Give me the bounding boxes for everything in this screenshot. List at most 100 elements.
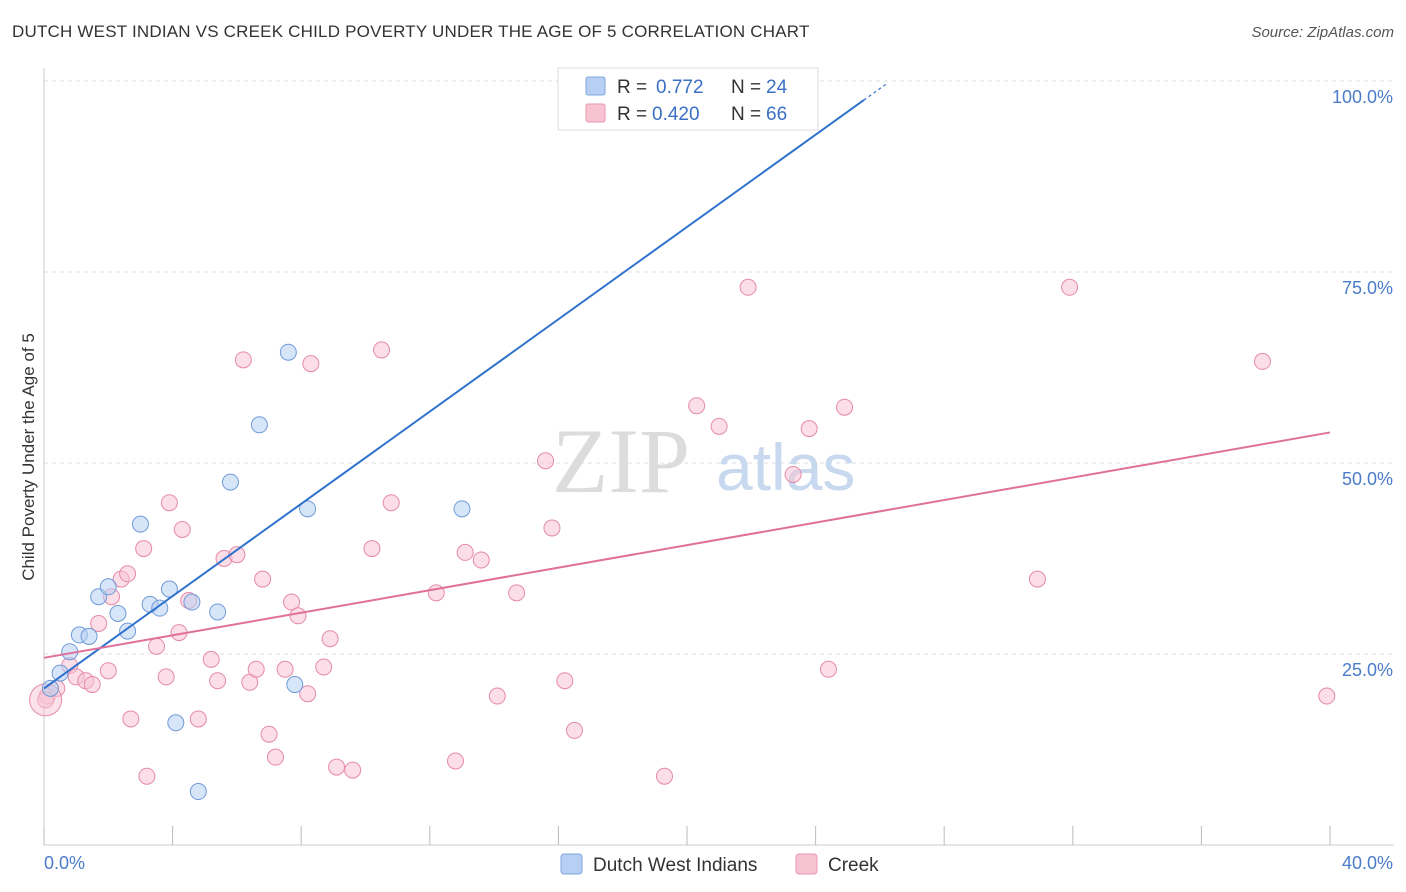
x-tick-label-max: 40.0% bbox=[1342, 853, 1393, 873]
creek-point bbox=[189, 710, 207, 728]
creek-point bbox=[119, 565, 137, 583]
dutch-west-indians-point bbox=[250, 416, 268, 434]
creek-point bbox=[83, 676, 101, 694]
dutch-west-indians-point bbox=[160, 580, 178, 598]
dutch-west-indians-point bbox=[279, 343, 297, 361]
legend-r-label-2: R = bbox=[617, 104, 647, 125]
creek-point bbox=[543, 519, 561, 537]
legend-r-value-2: 0.420 bbox=[652, 104, 700, 125]
creek-point bbox=[234, 351, 252, 369]
creek-point bbox=[160, 494, 178, 512]
y-tick-labels: 25.0% 50.0% 75.0% 100.0% bbox=[1332, 87, 1393, 680]
watermark-atlas: atlas bbox=[716, 430, 855, 504]
creek-point bbox=[508, 584, 526, 602]
creek-point bbox=[135, 540, 153, 558]
watermark-zip: ZIP bbox=[552, 410, 690, 512]
trend-line-dutch-west-indians-extension bbox=[863, 83, 887, 101]
legend-r-value-1: 0.772 bbox=[656, 77, 704, 98]
creek-point bbox=[447, 752, 465, 770]
creek-point bbox=[456, 543, 474, 561]
creek-point bbox=[289, 607, 307, 625]
legend-n-value-2: 66 bbox=[766, 104, 787, 125]
creek-point bbox=[382, 494, 400, 512]
creek-point bbox=[247, 660, 265, 678]
creek-point bbox=[283, 593, 301, 611]
y-axis-label: Child Poverty Under the Age of 5 bbox=[19, 333, 38, 581]
creek-point bbox=[363, 540, 381, 558]
trend-line-creek bbox=[43, 431, 1331, 659]
y-tick-label-75: 75.0% bbox=[1342, 278, 1393, 298]
creek-point bbox=[344, 761, 362, 779]
creek-point bbox=[321, 630, 339, 648]
creek-point bbox=[157, 668, 175, 686]
creek-point bbox=[556, 672, 574, 690]
x-tick-label-min: 0.0% bbox=[44, 853, 85, 873]
bottom-legend-label-dutch-west-indians: Dutch West Indians bbox=[593, 855, 757, 876]
creek-point bbox=[1061, 278, 1079, 296]
dutch-west-indians-point bbox=[183, 593, 201, 611]
creek-point bbox=[302, 355, 320, 373]
creek-point bbox=[819, 660, 837, 678]
dutch-west-indians-point bbox=[221, 473, 239, 491]
creek-point bbox=[148, 637, 166, 655]
creek-point bbox=[688, 397, 706, 415]
creek-point bbox=[99, 662, 117, 680]
dutch-west-indians-point bbox=[167, 714, 185, 732]
creek-point bbox=[710, 417, 728, 435]
creek-point bbox=[315, 658, 333, 676]
dutch-west-indians-point bbox=[119, 622, 137, 640]
creek-point bbox=[254, 570, 272, 588]
legend-n-value-1: 24 bbox=[766, 77, 788, 98]
dutch-west-indians-point bbox=[151, 599, 169, 617]
legend-r-label-1: R = bbox=[617, 77, 647, 98]
legend-n-label-1: N = bbox=[731, 77, 761, 98]
bottom-legend-label-creek: Creek bbox=[828, 855, 879, 876]
dutch-west-indians-point bbox=[131, 515, 149, 533]
creek-point bbox=[800, 420, 818, 438]
creek-point bbox=[276, 660, 294, 678]
watermark: ZIP atlas bbox=[552, 410, 855, 512]
dutch-west-indians-point bbox=[80, 627, 98, 645]
creek-point bbox=[472, 551, 490, 569]
creek-point bbox=[260, 725, 278, 743]
creek-point bbox=[173, 520, 191, 538]
legend-n-label-2: N = bbox=[731, 104, 761, 125]
dutch-west-indians-point bbox=[453, 500, 471, 518]
creek-point bbox=[1253, 352, 1271, 370]
dutch-west-indians-point bbox=[51, 664, 69, 682]
bottom-legend: Dutch West Indians Creek bbox=[560, 853, 879, 876]
trend-line-dutch-west-indians bbox=[43, 99, 865, 690]
creek-point bbox=[565, 721, 583, 739]
chart-title: DUTCH WEST INDIAN VS CREEK CHILD POVERTY… bbox=[12, 22, 810, 41]
dutch-west-indians-point bbox=[286, 676, 304, 694]
creek-point bbox=[209, 672, 227, 690]
source-label: Source: ZipAtlas.com bbox=[1251, 24, 1394, 41]
creek-point bbox=[266, 748, 284, 766]
creek-series bbox=[29, 278, 1336, 785]
y-tick-label-25: 25.0% bbox=[1342, 660, 1393, 680]
bottom-legend-swatch-blue bbox=[560, 853, 583, 875]
creek-point bbox=[328, 758, 346, 776]
creek-point bbox=[373, 341, 391, 359]
creek-point bbox=[655, 767, 673, 785]
dutch-west-indians-point bbox=[99, 578, 117, 596]
creek-point bbox=[1028, 570, 1046, 588]
creek-point bbox=[836, 398, 854, 416]
creek-point bbox=[537, 452, 555, 470]
legend-swatch-blue bbox=[585, 76, 606, 96]
dutch-west-indians-point bbox=[41, 679, 59, 697]
y-tick-label-50: 50.0% bbox=[1342, 469, 1393, 489]
creek-point bbox=[1318, 687, 1336, 705]
creek-point bbox=[202, 650, 220, 668]
trend-lines bbox=[43, 83, 1331, 690]
dutch-west-indians-point bbox=[299, 500, 317, 518]
creek-point bbox=[488, 687, 506, 705]
creek-point bbox=[138, 767, 156, 785]
creek-point bbox=[122, 710, 140, 728]
dutch-west-indians-point bbox=[189, 783, 207, 801]
legend: R = 0.772 N = 24 R = 0.420 N = 66 bbox=[557, 67, 819, 131]
creek-point bbox=[299, 685, 317, 703]
creek-point bbox=[739, 278, 757, 296]
creek-point bbox=[90, 614, 108, 632]
